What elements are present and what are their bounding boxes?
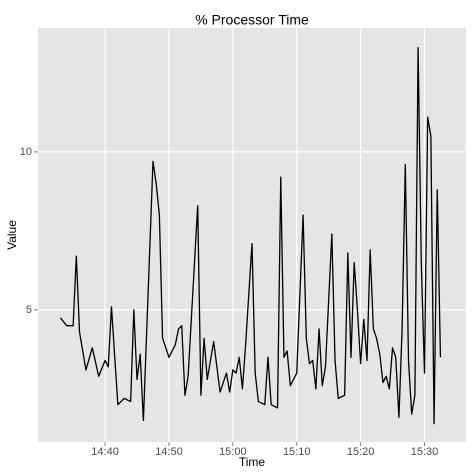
x-tick-label: 14:40	[91, 446, 119, 458]
chart-title: % Processor Time	[195, 12, 309, 28]
y-axis-label: Value	[5, 220, 19, 250]
x-tick-label: 15:20	[347, 446, 375, 458]
line	[59, 46, 442, 425]
x-tick-label: 15:00	[219, 446, 247, 458]
y-tick-label: 10	[20, 146, 32, 158]
x-tick-label: 15:30	[411, 446, 439, 458]
panel	[38, 28, 466, 442]
x-axis-label: Time	[239, 455, 266, 469]
x-tick-label: 15:10	[283, 446, 311, 458]
y-tick-label: 5	[26, 304, 32, 316]
x-tick-label: 14:50	[155, 446, 183, 458]
